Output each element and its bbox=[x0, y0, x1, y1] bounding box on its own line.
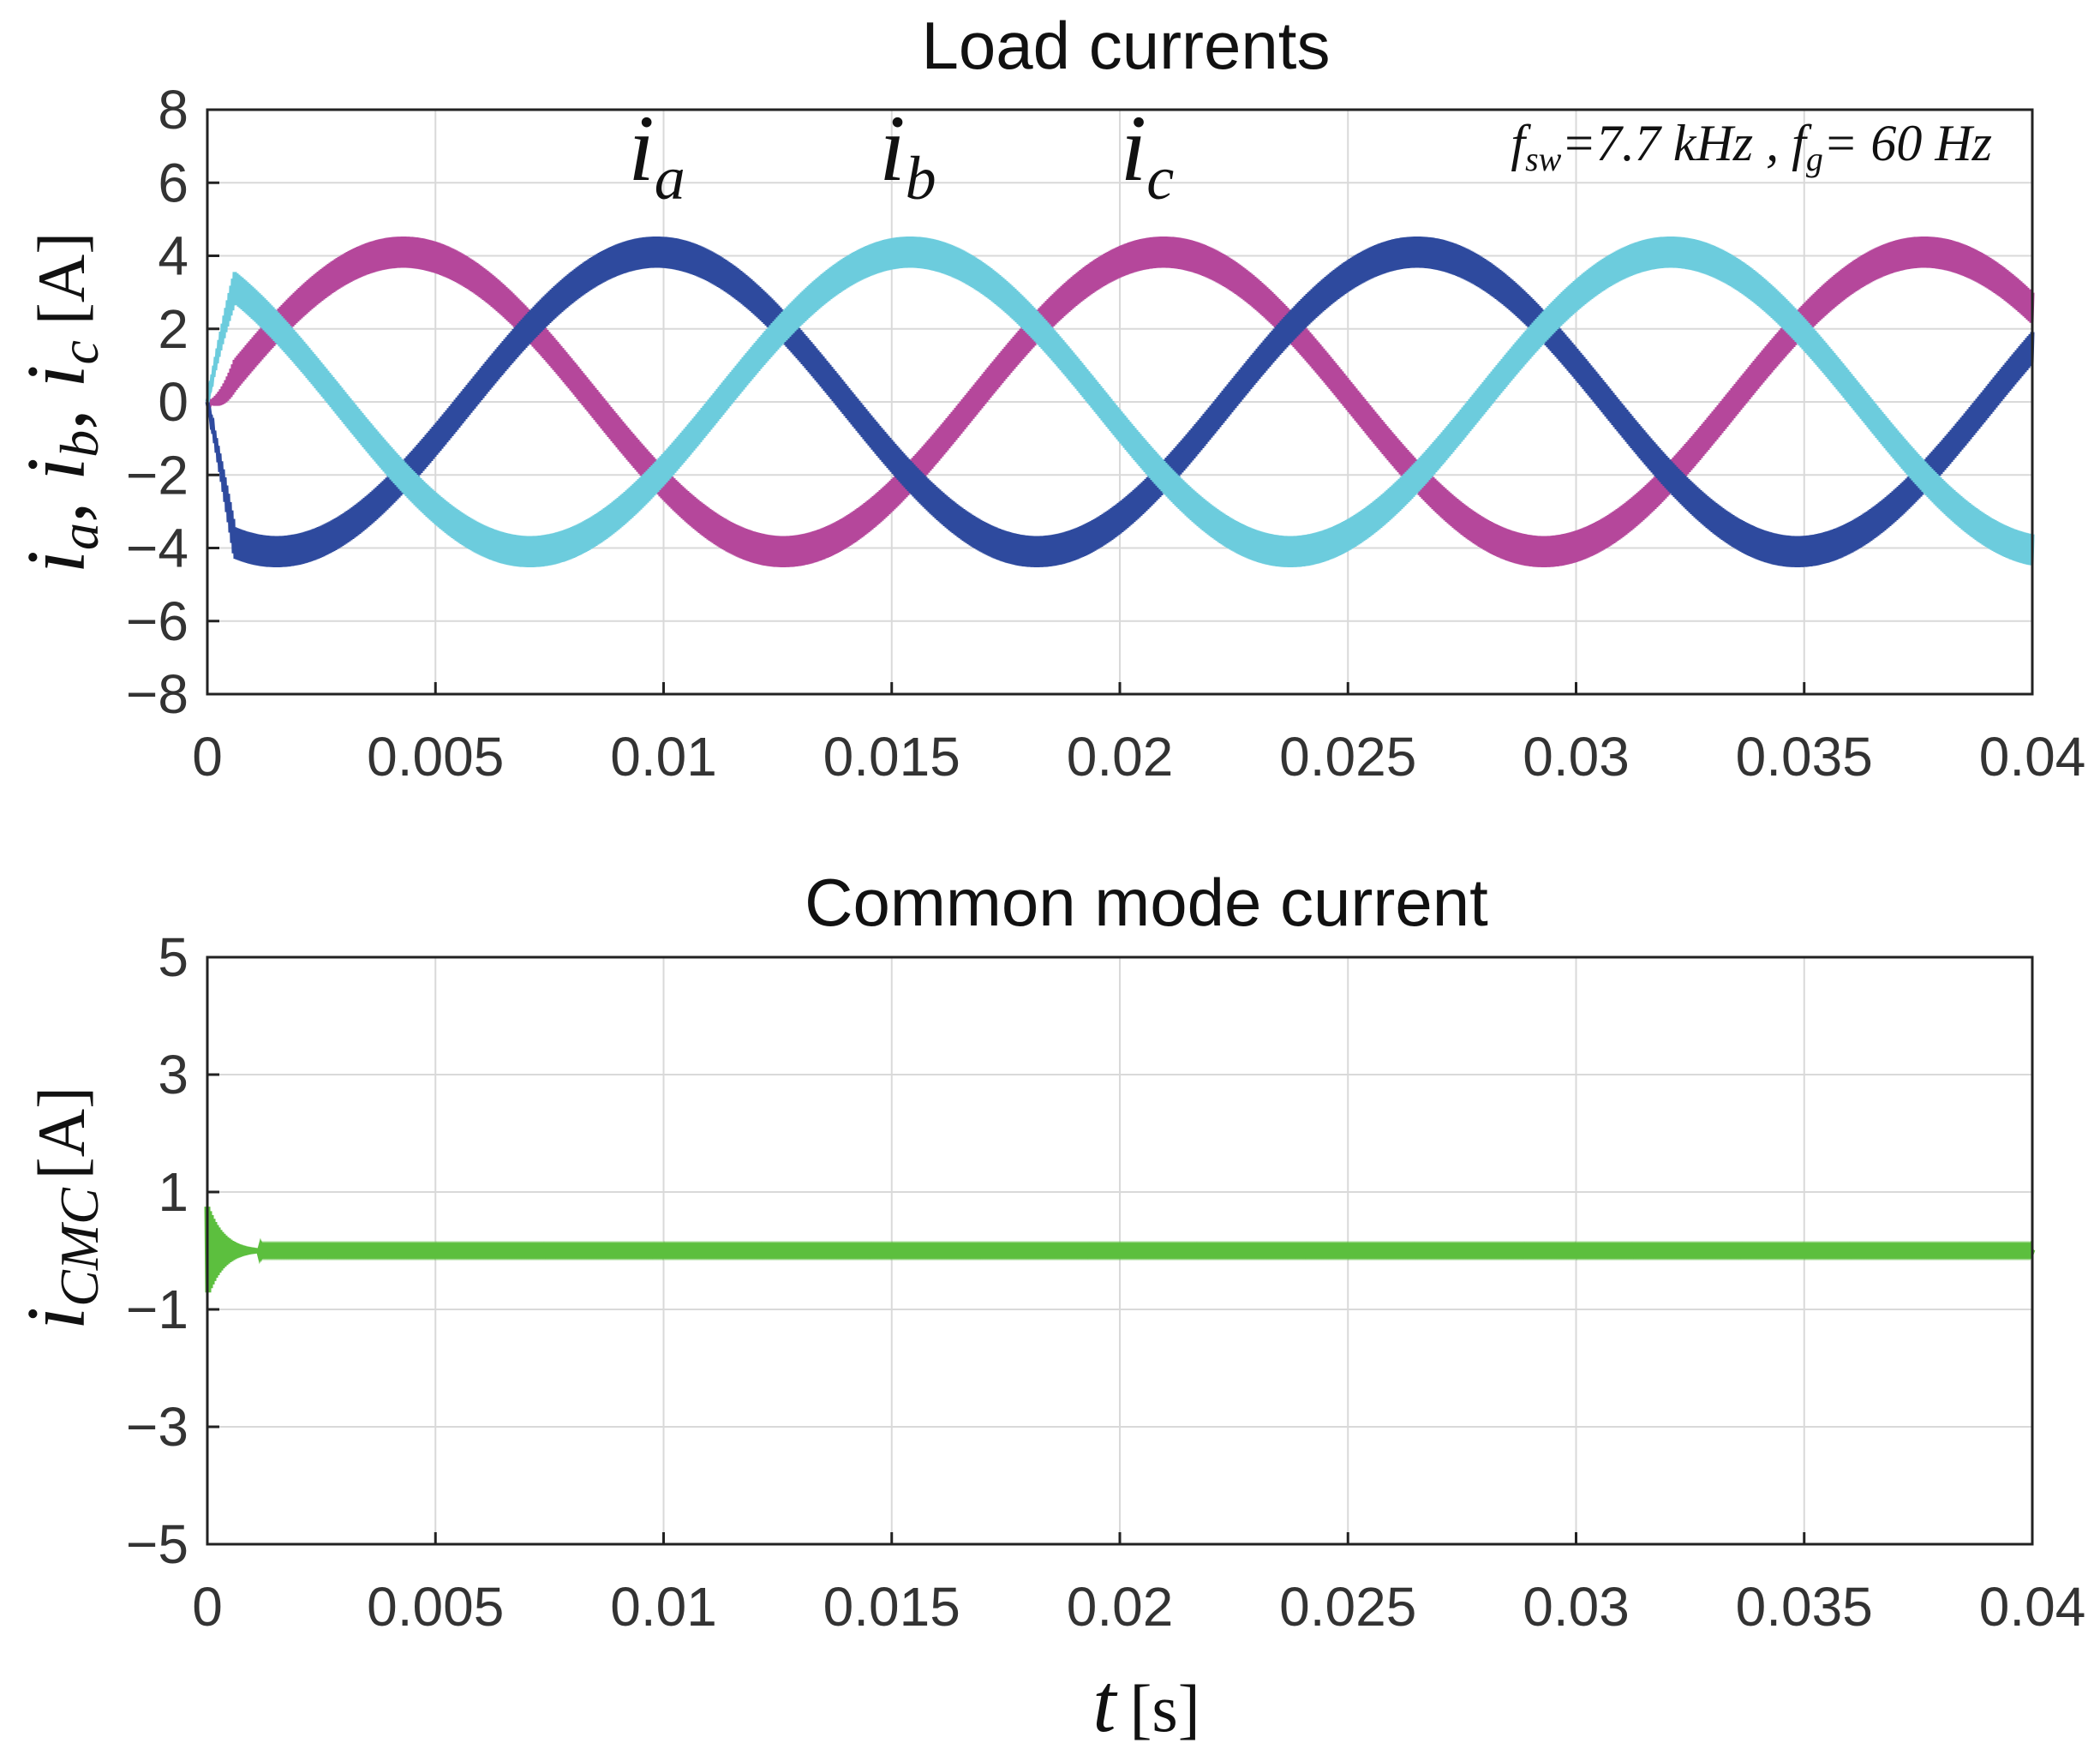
x-tick-label: 0 bbox=[192, 1576, 223, 1638]
y-tick-label: −5 bbox=[126, 1513, 188, 1575]
series-labels: ia ib ic bbox=[628, 96, 1174, 213]
x-tick-label: 0.025 bbox=[1279, 726, 1416, 788]
x-tick-label: 0.015 bbox=[823, 726, 960, 788]
y-tick-label: 1 bbox=[158, 1161, 188, 1223]
annotation-f-g-value: = 60 Hz bbox=[1823, 115, 1992, 171]
series-label-sub: a bbox=[655, 144, 685, 213]
series-label-i_a: ia bbox=[628, 96, 685, 213]
series-area bbox=[205, 237, 2035, 567]
y-tick-label: 3 bbox=[158, 1044, 188, 1105]
y-label-var-c: i bbox=[10, 364, 103, 387]
x-tick-label: 0 bbox=[192, 726, 223, 788]
series-area bbox=[204, 1207, 2036, 1293]
y-label-sep-1: , bbox=[10, 481, 103, 523]
y-tick-labels: 8 6 4 2 0 −2 −4 −6 −8 bbox=[126, 79, 188, 725]
y-tick-label: −3 bbox=[126, 1396, 188, 1458]
x-tick-label: 0.01 bbox=[610, 1576, 717, 1638]
series-line-i_b bbox=[206, 237, 2035, 567]
series-label-i_c: ic bbox=[1121, 96, 1175, 213]
y-label-sub-a: a bbox=[49, 523, 110, 550]
x-axis-label: t [s] bbox=[1092, 1657, 1200, 1750]
x-tick-labels: 0 0.005 0.01 0.015 0.02 0.025 0.03 0.035 0.04 bbox=[192, 1576, 2085, 1638]
y-tick-label: 8 bbox=[158, 79, 188, 141]
y-axis-label: ia, ib, ic[A] bbox=[10, 232, 110, 573]
y-axis-label: iCMC [A] bbox=[10, 1087, 110, 1330]
y-tick-label: 6 bbox=[158, 152, 188, 213]
y-tick-label: 5 bbox=[158, 926, 188, 988]
y-tick-label: 2 bbox=[158, 298, 188, 360]
y-tick-label: −1 bbox=[126, 1279, 188, 1340]
y-label-var: i bbox=[10, 1307, 103, 1330]
y-label-unit: [A] bbox=[24, 1087, 99, 1179]
series-label-sub: c bbox=[1146, 144, 1174, 213]
y-tick-label: −4 bbox=[126, 518, 188, 579]
series-line-i_c bbox=[205, 237, 2035, 567]
series-label-main: i bbox=[1121, 96, 1147, 201]
y-label-sep-2: , bbox=[10, 388, 103, 430]
annotation-f-g-subscript: g bbox=[1806, 140, 1823, 178]
x-tick-label: 0.02 bbox=[1067, 726, 1174, 788]
x-tick-label: 0.005 bbox=[367, 726, 504, 788]
y-label-unit: [A] bbox=[24, 232, 99, 325]
x-tick-label: 0.015 bbox=[823, 1576, 960, 1638]
y-tick-label: 0 bbox=[158, 371, 188, 433]
y-label-sub-b: b bbox=[49, 430, 110, 458]
x-label-unit: [s] bbox=[1129, 1671, 1200, 1746]
y-label-var-b: i bbox=[10, 458, 103, 481]
x-tick-label: 0.04 bbox=[1979, 726, 2086, 788]
series-label-main: i bbox=[628, 96, 655, 201]
annotation-f-sw-value: =7.7 kHz , bbox=[1561, 115, 1792, 171]
x-tick-label: 0.03 bbox=[1523, 726, 1630, 788]
x-tick-label: 0.025 bbox=[1279, 1576, 1416, 1638]
x-tick-label: 0.03 bbox=[1523, 1576, 1630, 1638]
series-label-main: i bbox=[879, 96, 906, 201]
common-mode-current-plot: Common mode current 5 3 1 −1 −3 −5 0 0.005 0.01… bbox=[10, 865, 2085, 1750]
x-tick-label: 0.035 bbox=[1736, 726, 1873, 788]
chart-title: Common mode current bbox=[805, 865, 1488, 940]
axes-box bbox=[206, 108, 2034, 696]
x-tick-label: 0.04 bbox=[1979, 1576, 2086, 1638]
chart-title: Load currents bbox=[922, 8, 1331, 83]
series-label-sub: b bbox=[906, 144, 936, 213]
y-tick-labels: 5 3 1 −1 −3 −5 bbox=[126, 926, 188, 1575]
y-label-var-a: i bbox=[10, 550, 103, 573]
annotation-f-sw-subscript: sw bbox=[1525, 140, 1562, 178]
x-tick-label: 0.02 bbox=[1067, 1576, 1174, 1638]
series-line-i_a bbox=[205, 237, 2035, 567]
y-tick-label: −6 bbox=[126, 590, 188, 652]
series-label-i_b: ib bbox=[879, 96, 936, 213]
load-currents-plot: Load currents 8 6 4 2 0 −2 −4 −6 −8 0 0.005 0.01 0.… bbox=[10, 8, 2085, 788]
series-line-i_CMC bbox=[204, 1207, 2036, 1293]
x-tick-label: 0.005 bbox=[367, 1576, 504, 1638]
x-tick-labels: 0 0.005 0.01 0.015 0.02 0.025 0.03 0.035 0.04 bbox=[192, 726, 2085, 788]
y-tick-label: −2 bbox=[126, 444, 188, 506]
y-label-sub-c: c bbox=[49, 340, 110, 364]
x-tick-label: 0.01 bbox=[610, 726, 717, 788]
y-tick-label: −8 bbox=[126, 663, 188, 725]
y-label-sub: CMC bbox=[49, 1187, 110, 1307]
grid bbox=[206, 955, 2034, 1546]
y-tick-label: 4 bbox=[158, 225, 188, 287]
x-label-var: t bbox=[1092, 1657, 1118, 1750]
x-tick-label: 0.035 bbox=[1736, 1576, 1873, 1638]
axes-box bbox=[206, 955, 2034, 1546]
frequency-annotation: fsw=7.7 kHz , fg= 60 Hz bbox=[1511, 115, 1992, 178]
